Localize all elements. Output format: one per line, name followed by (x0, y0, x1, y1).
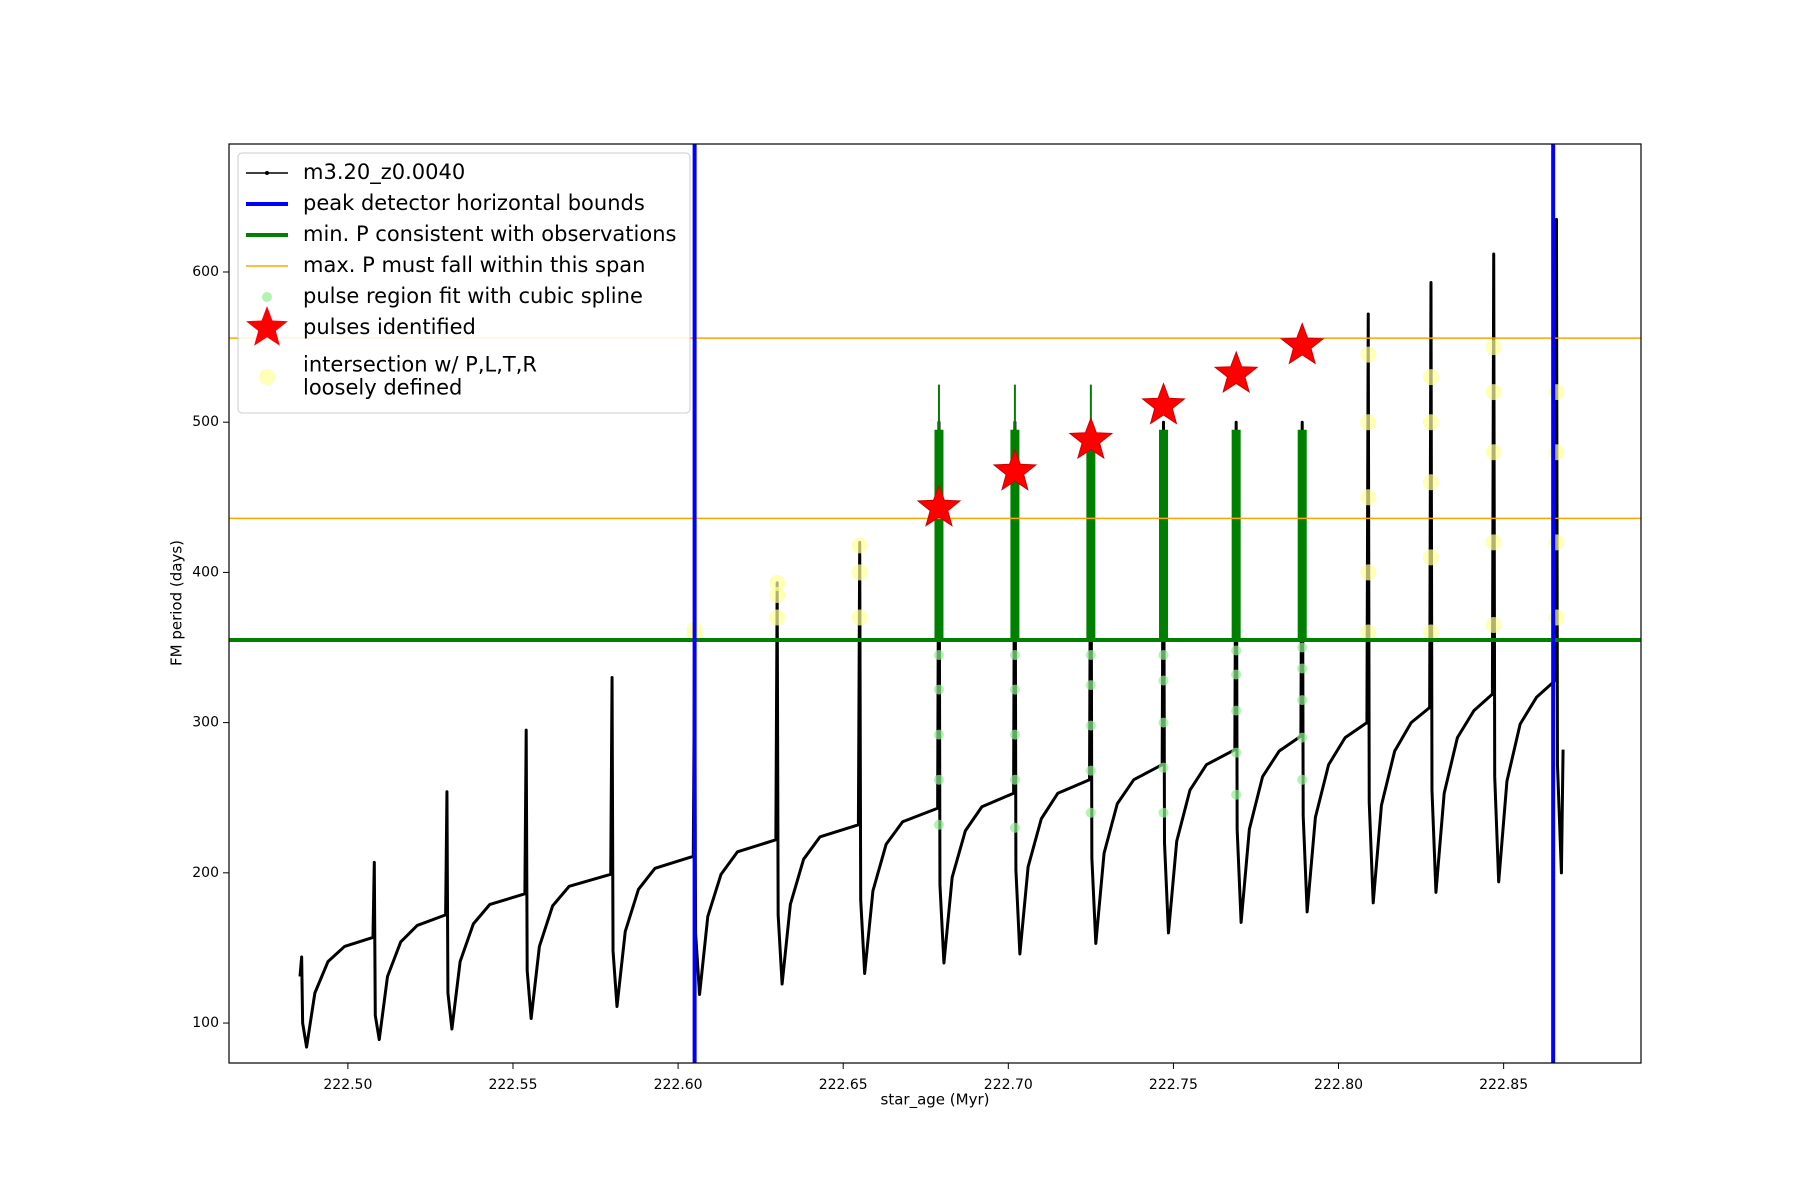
scatter-point (851, 609, 868, 626)
scatter-point (1360, 414, 1377, 431)
scatter-point (1085, 807, 1096, 818)
legend-handle (259, 369, 275, 385)
scatter-point (1485, 444, 1502, 461)
scatter-point (933, 774, 944, 785)
axes: 222.50 222.55 222.60 222.65 222.70 222.75 222.… (192, 264, 1528, 1093)
scatter-point (769, 609, 786, 626)
scatter-point (851, 564, 868, 581)
legend-handle (246, 306, 288, 346)
scatter-point (1548, 444, 1565, 461)
scatter-point (1231, 645, 1242, 656)
scatter-point (1485, 534, 1502, 551)
scatter-point (933, 729, 944, 740)
scatter-point (1158, 717, 1169, 728)
legend-label: peak detector horizontal bounds (303, 191, 645, 215)
scatter-point (933, 684, 944, 695)
scatter-point (1085, 720, 1096, 731)
y-tick-label: 300 (192, 715, 219, 731)
scatter-point (1009, 822, 1020, 833)
x-tick-label: 222.70 (984, 1077, 1033, 1093)
legend-label: intersection w/ P,L,T,R loosely defined (303, 352, 537, 399)
x-axis-label: star_age (Myr) (881, 1091, 990, 1110)
scatter-point (1158, 675, 1169, 686)
scatter-point (1009, 729, 1020, 740)
x-tick-label: 222.80 (1314, 1077, 1363, 1093)
y-tick-label: 100 (192, 1015, 219, 1031)
legend-label: min. P consistent with observations (303, 222, 676, 246)
scatter-point (1297, 663, 1308, 674)
x-tick-label: 222.75 (1149, 1077, 1198, 1093)
scatter-point (1231, 789, 1242, 800)
series-line (298, 217, 1565, 1049)
scatter-point (1009, 774, 1020, 785)
scatter-point (1009, 684, 1020, 695)
scatter-point (851, 537, 868, 554)
scatter-point (933, 650, 944, 661)
scatter-point (1297, 695, 1308, 706)
legend-handle-marker (265, 171, 269, 175)
scatter-point (1360, 489, 1377, 506)
legend-label: max. P must fall within this span (303, 253, 645, 277)
scatter-point (1422, 474, 1439, 491)
star-marker (992, 448, 1038, 491)
legend-label: pulse region fit with cubic spline (303, 284, 643, 308)
y-tick-label: 400 (192, 564, 219, 580)
legend-label: m3.20_z0.0040 (303, 160, 465, 185)
scatter-point (1158, 650, 1169, 661)
star-marker (1279, 322, 1325, 365)
star-marker (1141, 382, 1186, 425)
x-tick-label: 222.55 (488, 1077, 537, 1093)
scatter-point (1158, 807, 1169, 818)
scatter-point (1485, 339, 1502, 356)
x-tick-label: 222.85 (1479, 1077, 1528, 1093)
y-tick-label: 200 (192, 865, 219, 881)
scatter-point (1548, 609, 1565, 626)
scatter-point (933, 819, 944, 830)
scatter-point (1548, 384, 1565, 401)
x-tick-label: 222.50 (323, 1077, 372, 1093)
y-tick-label: 500 (192, 414, 219, 430)
axes-frame (228, 143, 1642, 1064)
scatter-point (769, 574, 786, 591)
scatter-point (1485, 616, 1502, 633)
y-tick-label: 600 (192, 264, 219, 280)
x-tick-label: 222.65 (819, 1077, 868, 1093)
scatter-point (1297, 732, 1308, 743)
scatter-point (1085, 650, 1096, 661)
scatter-point (1422, 369, 1439, 386)
scatter-point (1422, 549, 1439, 566)
scatter-point (1360, 346, 1377, 363)
scatter-point (1158, 762, 1169, 773)
star-marker (1068, 416, 1114, 460)
star-marker (1213, 350, 1259, 394)
scatter-point (1422, 624, 1439, 641)
scatter-point (1360, 564, 1377, 581)
y-axis-label: FM period (days) (168, 540, 186, 666)
scatter-point (1231, 669, 1242, 680)
scatter-point (1548, 534, 1565, 551)
scatter-point (1297, 774, 1308, 785)
legend-label: pulses identified (303, 315, 476, 339)
scatter-point (1009, 650, 1020, 661)
x-tick-label: 222.60 (654, 1077, 703, 1093)
scatter-point (1085, 765, 1096, 776)
plot-area (229, 144, 1641, 1063)
legend-box (237, 152, 691, 414)
series-line (934, 429, 1307, 640)
scatter-point (1085, 680, 1096, 691)
scatter-point (1360, 624, 1377, 641)
star-marker (916, 484, 962, 527)
scatter-point (1231, 705, 1242, 716)
scatter-point (1297, 642, 1308, 653)
scatter-point (769, 586, 786, 603)
legend-handle (262, 292, 272, 302)
scatter-point (1485, 384, 1502, 401)
scatter-point (1231, 747, 1242, 758)
scatter-point (1422, 414, 1439, 431)
